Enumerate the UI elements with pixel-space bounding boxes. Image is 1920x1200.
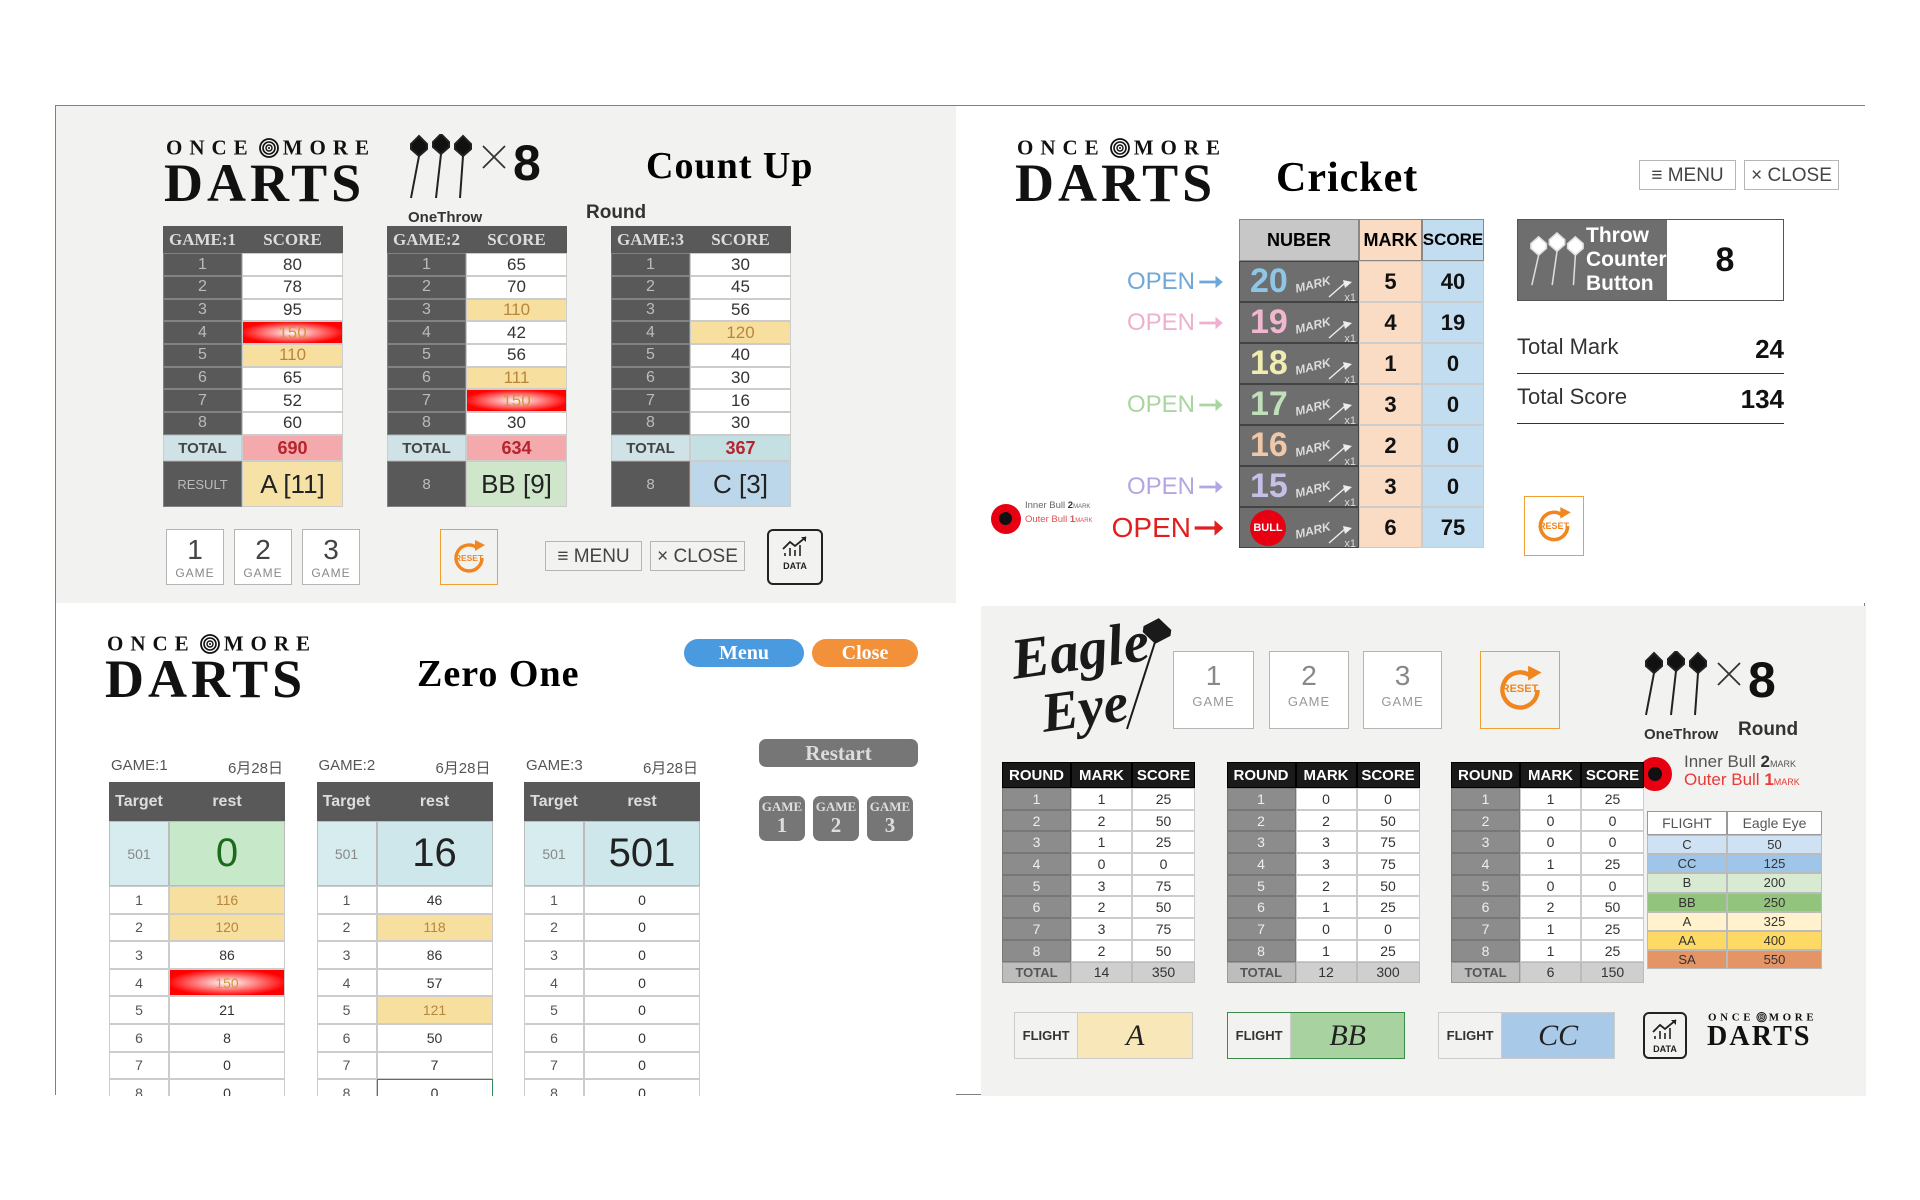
svg-text:8: 8 <box>513 135 541 191</box>
svg-text:Eye: Eye <box>1036 671 1132 745</box>
svg-text:8: 8 <box>1748 652 1776 708</box>
